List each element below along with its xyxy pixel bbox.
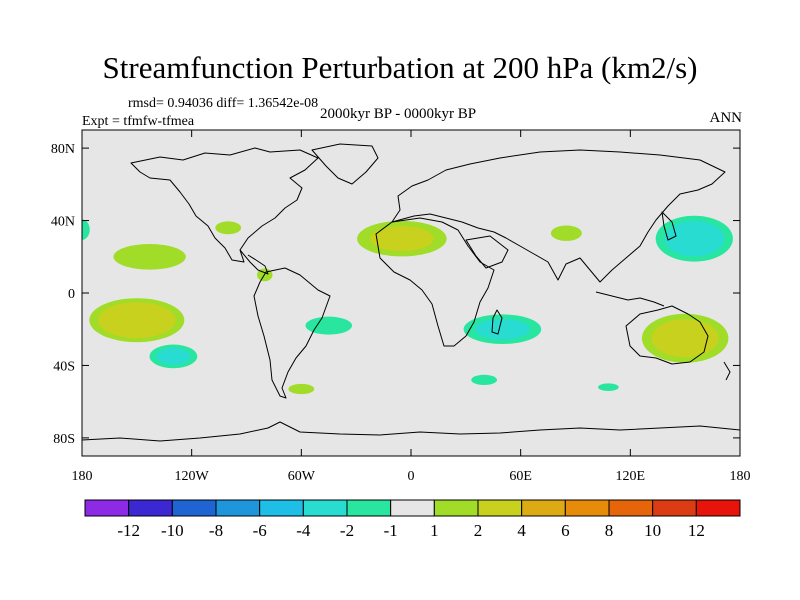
colorbar-label: 8	[605, 521, 614, 540]
contour-band	[98, 302, 176, 339]
anomaly-southern-indian	[471, 374, 498, 386]
anomaly-west-atlantic-north	[215, 221, 242, 235]
longitude-axis: 180 120W 60W 0 60E 120E 180	[72, 130, 751, 484]
anomaly-south-atlantic	[305, 316, 353, 335]
contour-band	[664, 220, 725, 257]
colorbar-swatch	[477, 499, 523, 517]
anomaly-northwest-pacific	[655, 215, 733, 262]
anomaly-india-north	[550, 225, 582, 241]
lon-tick-label: 180	[72, 469, 93, 484]
lon-tick-label: 120W	[175, 469, 210, 484]
colorbar-swatch	[128, 499, 173, 517]
contour-band	[215, 221, 242, 235]
colorbar-label: 1	[430, 521, 439, 540]
contour-band	[471, 374, 498, 386]
colorbar-label: -12	[117, 521, 140, 540]
colorbar: -12 -10 -8 -6 -4 -2 -1 1 2 4 6 8 10 12	[84, 499, 741, 540]
lon-tick-label: 60W	[288, 469, 316, 484]
period-label: 2000kyr BP - 0000kyr BP	[320, 106, 477, 122]
colorbar-label: -2	[340, 521, 354, 540]
contour-band	[598, 383, 619, 392]
colorbar-swatch	[521, 499, 566, 517]
lat-tick-label: 40N	[51, 215, 75, 230]
colorbar-swatch	[608, 499, 654, 517]
colorbar-label: 4	[517, 521, 526, 540]
experiment-label: Expt = tfmfw-tfmea	[82, 114, 195, 129]
anomaly-australia-southwest-pacific	[641, 313, 729, 363]
colorbar-swatch	[259, 499, 304, 517]
colorbar-label: -1	[384, 521, 398, 540]
colorbar-swatch	[215, 499, 261, 517]
anomaly-north-atlantic-africa	[357, 220, 447, 257]
anomaly-tropical-south-pacific	[89, 298, 185, 343]
contour-band	[550, 225, 582, 241]
colorbar-label: -4	[296, 521, 311, 540]
colorbar-swatch	[433, 499, 479, 517]
contour-band	[370, 226, 434, 252]
contour-band	[113, 243, 186, 270]
anomaly-east-atlantic-west	[82, 219, 90, 240]
lon-tick-label: 120E	[616, 469, 646, 484]
contour-band	[651, 319, 719, 358]
contour-band	[474, 318, 530, 340]
anomaly-south-america-south	[288, 383, 315, 395]
colorbar-swatch	[84, 499, 130, 517]
coastlines	[82, 143, 740, 442]
colorbar-label: -10	[161, 521, 184, 540]
colorbar-label: 12	[688, 521, 705, 540]
map-background	[82, 130, 740, 456]
lon-tick-label: 60E	[509, 469, 532, 484]
colorbar-swatch	[302, 499, 348, 517]
map-title: Streamfunction Perturbation at 200 hPa (…	[102, 50, 698, 85]
anomaly-indian-ocean-south	[463, 314, 542, 345]
stats-label: rmsd= 0.94036 diff= 1.36542e-08	[128, 96, 319, 111]
lon-tick-label: 0	[408, 469, 415, 484]
colorbar-label: 2	[474, 521, 483, 540]
colorbar-swatch	[564, 499, 610, 517]
colorbar-label: 6	[561, 521, 570, 540]
anomaly-layer	[82, 215, 733, 395]
contour-band	[288, 383, 315, 395]
anomaly-south-of-australia	[598, 383, 619, 392]
lat-tick-label: 0	[68, 287, 75, 302]
colorbar-label: -6	[253, 521, 267, 540]
lat-tick-label: 40S	[53, 359, 75, 374]
contour-band	[156, 348, 191, 365]
lat-tick-label: 80S	[53, 432, 75, 447]
colorbar-swatch	[652, 499, 697, 517]
latitude-axis: 80N 40N 0 40S 80S	[51, 142, 740, 447]
colorbar-label: -8	[209, 521, 223, 540]
anomaly-south-pacific-midlat	[149, 344, 198, 369]
season-label: ANN	[709, 110, 743, 126]
colorbar-swatch	[346, 499, 392, 517]
lat-tick-label: 80N	[51, 142, 75, 157]
colorbar-swatch	[695, 499, 741, 517]
anomaly-north-pacific-east	[113, 243, 186, 270]
contour-band	[82, 219, 90, 240]
colorbar-label: 10	[644, 521, 661, 540]
lon-tick-label: 180	[730, 469, 751, 484]
colorbar-swatch	[171, 499, 217, 517]
colorbar-swatch	[390, 499, 435, 517]
contour-band	[305, 316, 353, 335]
